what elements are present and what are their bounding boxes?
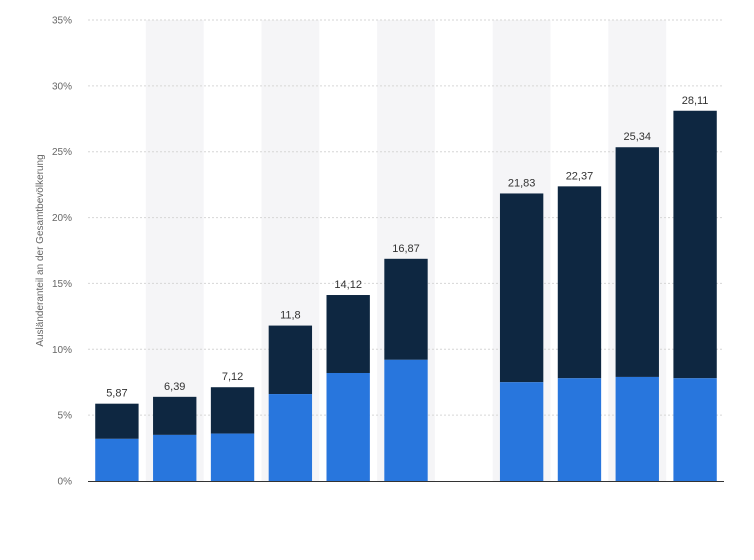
value-labels: 5,87 6,39 7,12 11,8 14,12 16,87 21,83 22,37 25,3… (106, 95, 708, 400)
bar-segment-lower (268, 394, 313, 481)
bar-value-label: 22,37 (566, 170, 594, 182)
y-tick-label: 20% (52, 213, 72, 224)
bar-segment-lower (95, 438, 139, 481)
bar-segment-lower (615, 376, 659, 481)
y-tick-label: 25% (52, 147, 72, 158)
bar-segment-upper (615, 147, 659, 377)
bar-segment-lower (210, 433, 255, 481)
bar-segment-upper (499, 193, 544, 383)
y-axis-tick-labels: 0% 5% 10% 15% 20% 25% 30% 35% (52, 16, 72, 488)
y-tick-label: 5% (58, 411, 73, 422)
bar-segment-upper (153, 396, 197, 435)
bar-value-label: 14,12 (334, 279, 362, 291)
y-tick-label: 35% (52, 16, 72, 27)
bar-value-label: 11,8 (280, 310, 301, 322)
bars (95, 110, 717, 481)
bar-segment-lower (384, 359, 428, 481)
y-tick-label: 30% (52, 81, 72, 92)
bar-segment-upper (210, 387, 255, 434)
bar-value-label: 6,39 (164, 381, 185, 393)
bar-segment-upper (95, 403, 139, 439)
bar-segment-lower (499, 382, 544, 481)
bar-value-label: 7,12 (222, 371, 243, 383)
bar-value-label: 25,34 (624, 131, 652, 143)
y-tick-label: 10% (52, 345, 72, 356)
bar-value-label: 21,83 (508, 177, 536, 189)
bar-segment-upper (384, 258, 428, 360)
bar-value-label: 16,87 (392, 243, 420, 255)
bar-value-label: 5,87 (106, 388, 127, 400)
bar-segment-upper (326, 295, 370, 373)
bar-segment-upper (268, 325, 313, 395)
bar-value-label: 28,11 (682, 95, 709, 107)
bar-segment-upper (673, 110, 717, 379)
y-tick-label: 15% (52, 279, 72, 290)
y-tick-label: 0% (58, 477, 73, 488)
bar-segment-lower (326, 372, 370, 481)
y-axis-label: Ausländeranteil an der Gesamtbevölkerung (35, 154, 46, 346)
bar-segment-lower (673, 378, 717, 481)
bar-segment-lower (153, 434, 197, 481)
bar-segment-lower (557, 378, 602, 481)
bar-segment-upper (557, 186, 602, 379)
